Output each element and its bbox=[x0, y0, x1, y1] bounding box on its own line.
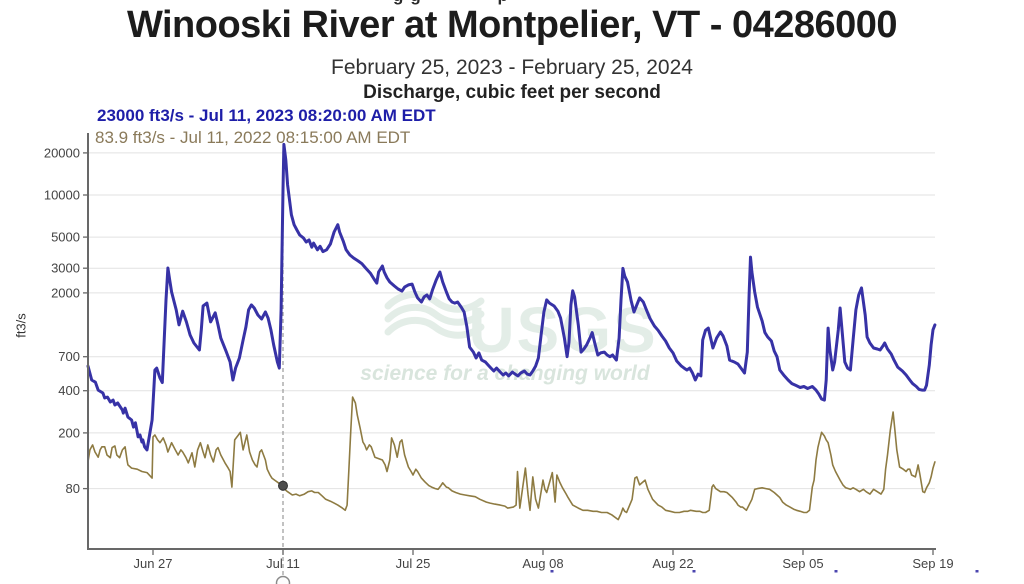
cursor-handle[interactable] bbox=[275, 575, 291, 584]
x-tick-label: Jul 11 bbox=[266, 556, 300, 571]
readout-current-value: 23000 ft3/s - Jul 11, 2023 08:20:00 AM E… bbox=[97, 106, 436, 125]
x-tick-label: Sep 19 bbox=[912, 556, 953, 571]
bottom-strip-artifact bbox=[550, 570, 554, 573]
x-tick-label: Sep 05 bbox=[782, 556, 823, 571]
y-tick-label: 80 bbox=[66, 481, 80, 496]
y-tick-label: 5000 bbox=[51, 230, 80, 245]
x-tick-label: Aug 08 bbox=[522, 556, 563, 571]
y-tick-label: 3000 bbox=[51, 261, 80, 276]
parameter-label: Discharge, cubic feet per second bbox=[363, 82, 661, 103]
cropped-text-top: gg p bbox=[0, 0, 1024, 8]
x-tick-label: Aug 22 bbox=[652, 556, 693, 571]
compare-marker-dot bbox=[278, 480, 288, 491]
x-tick-label: Jul 25 bbox=[396, 556, 431, 571]
bottom-strip-artifact bbox=[834, 570, 838, 573]
y-tick-label: 20000 bbox=[44, 145, 80, 160]
usgs-wave-icon bbox=[384, 290, 485, 313]
y-tick-label: 10000 bbox=[44, 188, 80, 203]
page-title: Winooski River at Montpelier, VT - 04286… bbox=[126, 4, 898, 46]
series-discharge-2023 bbox=[86, 142, 937, 452]
y-tick-label: 200 bbox=[58, 425, 80, 440]
usgs-wave-icon bbox=[384, 303, 485, 326]
bottom-strip-artifact bbox=[975, 570, 979, 573]
readout-compare-value: 83.9 ft3/s - Jul 11, 2022 08:15:00 AM ED… bbox=[95, 128, 411, 147]
date-range-subtitle: February 25, 2023 - February 25, 2024 bbox=[331, 56, 693, 79]
series-discharge-2022-compare bbox=[87, 396, 936, 521]
bottom-strip-artifact bbox=[692, 570, 696, 573]
y-tick-label: 2000 bbox=[51, 285, 80, 300]
y-tick-label: 400 bbox=[58, 383, 80, 398]
x-tick-label: Jun 27 bbox=[133, 556, 172, 571]
cropped-text-fragment: gg p bbox=[393, 0, 515, 5]
y-tick-label: 700 bbox=[58, 349, 80, 364]
